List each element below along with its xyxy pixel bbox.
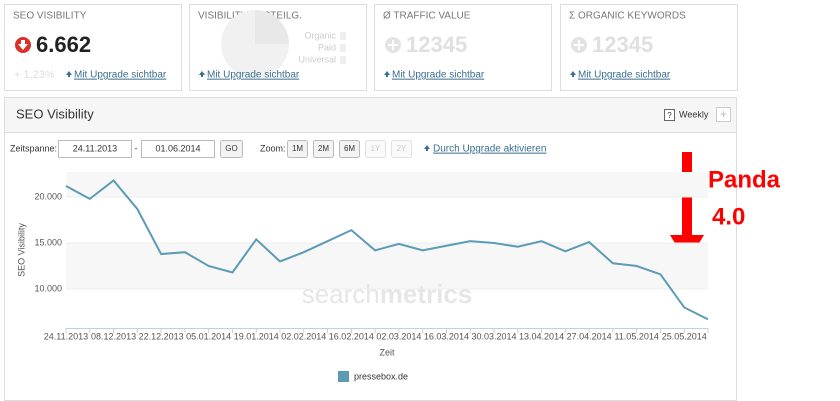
- x-tick-label: 11.05.2014: [614, 331, 658, 341]
- card-title: Ø TRAFFIC VALUE: [383, 11, 471, 22]
- legend-swatch: [340, 56, 346, 64]
- kpi-value: 12345: [406, 32, 467, 57]
- series-line: [65, 179, 709, 321]
- legend-swatch: [340, 44, 346, 52]
- kpi-icon: [15, 37, 31, 53]
- x-axis-label: Zeit: [379, 347, 395, 357]
- legend-label: Paid: [318, 42, 336, 52]
- card-title: Σ ORGANIC KEYWORDS: [569, 11, 686, 22]
- panel-title: SEO Visibility: [16, 106, 94, 121]
- zoom-button[interactable]: [339, 140, 360, 158]
- interval-label[interactable]: Weekly: [679, 109, 709, 119]
- card: [560, 4, 738, 91]
- pie-slice: [255, 10, 289, 44]
- upgrade-link[interactable]: Durch Upgrade aktivieren: [433, 144, 546, 155]
- date-value: 24.11.2013: [73, 143, 117, 153]
- zoom-label: Zoom:: [260, 143, 286, 153]
- plot-band: [66, 243, 708, 289]
- card: [4, 4, 182, 91]
- x-tick-label: 16.02.2014: [329, 331, 374, 341]
- add-button[interactable]: +: [716, 107, 731, 122]
- svg-text:+: +: [720, 107, 727, 121]
- x-tick-label: 05.01.2014: [186, 331, 231, 341]
- upgrade-icon: [424, 145, 430, 151]
- upgrade-link[interactable]: Mit Upgrade sichtbar: [74, 70, 167, 81]
- upgrade-icon: [199, 71, 205, 77]
- date-input[interactable]: [58, 140, 132, 158]
- x-tick-label: 25.05.2014: [662, 331, 707, 341]
- y-tick-label: 20.000: [34, 191, 62, 201]
- legend-label: Universal: [298, 54, 336, 64]
- svg-text:?: ?: [667, 111, 672, 120]
- upgrade-link[interactable]: Mit Upgrade sichtbar: [392, 70, 485, 81]
- date-value: 01.06.2014: [155, 143, 200, 153]
- y-tick-label: 10.000: [34, 283, 62, 293]
- go-label: GO: [225, 144, 237, 153]
- date-input[interactable]: [141, 140, 215, 158]
- range-label: Zeitspanne:: [10, 143, 57, 153]
- kpi-change: + 1,23%: [14, 69, 55, 81]
- zoom-option: 2M: [318, 144, 329, 153]
- x-tick-label: 24.11.2013: [44, 331, 88, 341]
- card-title: SEO VISIBILITY: [13, 11, 87, 22]
- panel-header: [5, 98, 736, 132]
- zoom-button: [391, 140, 412, 158]
- zoom-option: 1Y: [371, 144, 381, 153]
- zoom-option: 1M: [292, 144, 303, 153]
- x-tick-label: 19.01.2014: [234, 331, 279, 341]
- y-tick-label: 15.000: [34, 237, 62, 247]
- kpi-value: 12345: [592, 32, 653, 57]
- x-tick-label: 27.04.2014: [567, 331, 612, 341]
- annotation: 4.0: [712, 203, 745, 230]
- zoom-button[interactable]: [287, 140, 308, 158]
- range-separator: -: [135, 143, 138, 153]
- upgrade-icon: [570, 71, 576, 77]
- upgrade-link[interactable]: Mit Upgrade sichtbar: [578, 70, 671, 81]
- x-tick-label: 22.12.2013: [139, 331, 184, 341]
- card: [374, 4, 552, 91]
- y-axis-label: SEO Visibility: [16, 223, 26, 277]
- zoom-button: [365, 140, 386, 158]
- annotation: Panda: [708, 166, 781, 193]
- zoom-option: 2Y: [397, 144, 407, 153]
- x-tick-label: 02.03.2014: [376, 331, 421, 341]
- icon-arrow: [388, 40, 398, 50]
- legend-label[interactable]: pressebox.de: [354, 371, 408, 381]
- legend-label: Organic: [304, 30, 336, 40]
- zoom-button[interactable]: [313, 140, 334, 158]
- go-button[interactable]: [220, 140, 243, 158]
- x-tick-label: 16.03.2014: [424, 331, 469, 341]
- x-tick-label: 02.02.2014: [281, 331, 326, 341]
- x-tick-label: 13.04.2014: [519, 331, 564, 341]
- icon-arrow: [574, 40, 584, 50]
- watermark: searchmetrics: [302, 279, 473, 309]
- x-tick-label: 30.03.2014: [471, 331, 516, 341]
- upgrade-icon: [384, 71, 390, 77]
- kpi-icon: [571, 37, 587, 53]
- zoom-option: 6M: [344, 144, 355, 153]
- icon-arrow: [18, 40, 28, 50]
- upgrade-link[interactable]: Mit Upgrade sichtbar: [207, 70, 300, 81]
- x-tick-label: 08.12.2013: [91, 331, 136, 341]
- weekly-icon: ?: [664, 109, 675, 121]
- watermark-part: search: [302, 279, 380, 309]
- plot-band: [66, 172, 708, 198]
- kpi-icon: [385, 37, 401, 53]
- upgrade-icon: [66, 71, 72, 77]
- watermark-part: metrics: [380, 279, 473, 309]
- kpi-value: 6.662: [36, 32, 91, 57]
- legend-swatch: [340, 32, 346, 40]
- legend-swatch: [338, 371, 349, 382]
